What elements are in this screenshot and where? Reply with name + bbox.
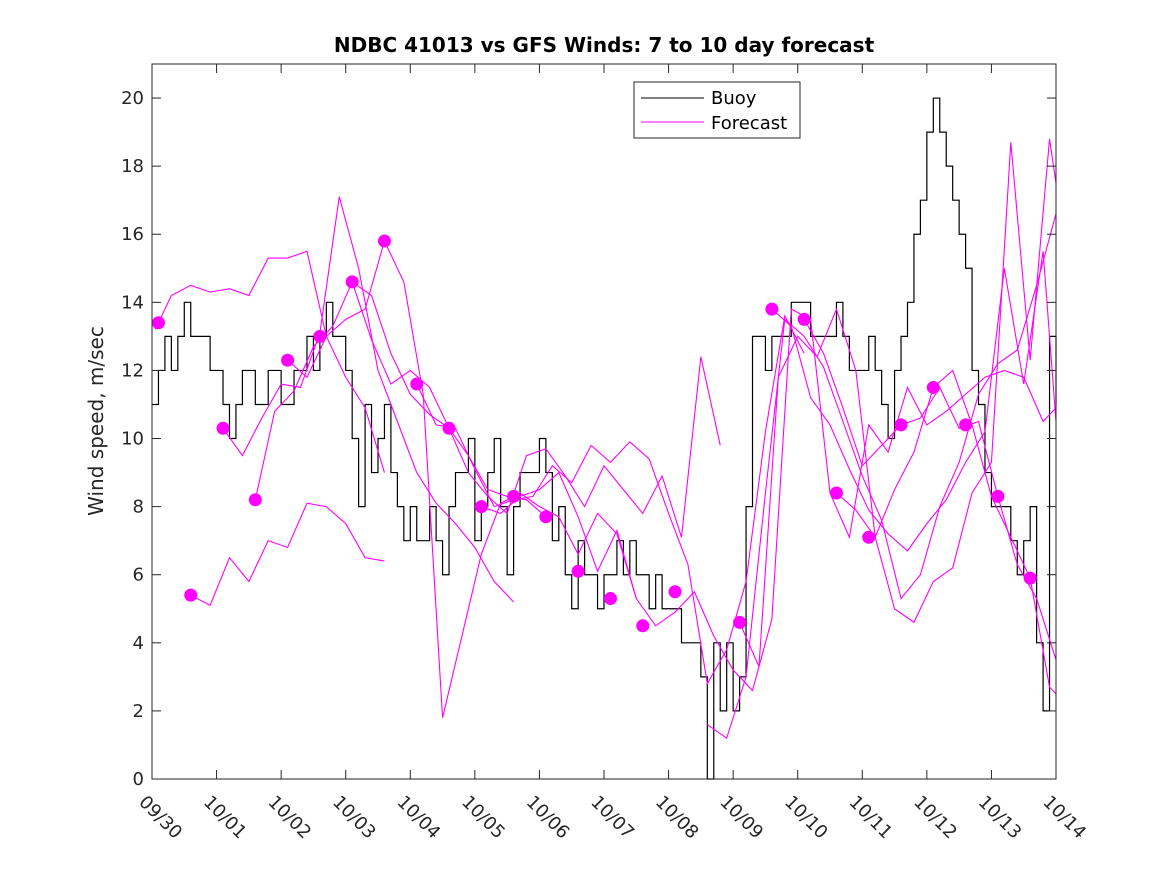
x-tick-label: 10/10 [780, 792, 832, 844]
y-tick-label: 2 [133, 701, 144, 722]
x-tick-label: 09/30 [134, 792, 186, 844]
forecast-point [345, 275, 359, 289]
x-tick-label: 10/05 [457, 792, 509, 844]
legend-forecast-label: Forecast [711, 113, 787, 134]
x-tick-label: 10/09 [716, 792, 768, 844]
forecast-trace-5 [351, 281, 721, 538]
legend-box [633, 81, 801, 139]
y-tick-label: 4 [133, 633, 144, 654]
y-tick-label: 12 [121, 360, 144, 381]
forecast-point [507, 489, 521, 503]
forecast-point [862, 530, 876, 544]
y-axis-label: Wind speed, m/sec [84, 326, 108, 516]
forecast-trace-0 [154, 250, 385, 473]
forecast-trace-3 [254, 281, 547, 518]
forecast-point [797, 312, 811, 326]
forecast-point [1023, 571, 1037, 585]
forecast-point [248, 493, 262, 507]
y-tick-label: 14 [121, 292, 144, 313]
x-tick-label: 10/01 [199, 792, 251, 844]
x-tick-label: 10/14 [1038, 792, 1090, 844]
forecast-point [442, 421, 456, 435]
forecast-point [991, 489, 1005, 503]
y-tick-label: 20 [121, 88, 144, 109]
forecast-trace-1 [190, 502, 385, 607]
y-tick-label: 8 [133, 497, 144, 518]
legend: Buoy Forecast [633, 81, 801, 139]
forecast-trace-7 [481, 308, 1057, 692]
forecast-point [216, 421, 230, 435]
forecast-point [733, 615, 747, 629]
forecast-trace-2 [222, 196, 514, 603]
x-tick-label: 10/04 [393, 792, 445, 844]
forecast-point [765, 302, 779, 316]
x-tick-label: 10/11 [845, 792, 897, 844]
y-tick-label: 6 [133, 565, 144, 586]
y-tick-label: 10 [121, 429, 144, 450]
x-tick-label: 10/08 [651, 792, 703, 844]
y-tick-label: 0 [133, 769, 144, 790]
forecast-point [894, 418, 908, 432]
y-tick-label: 16 [121, 224, 144, 245]
x-tick-label: 10/13 [974, 792, 1026, 844]
forecast-point [926, 380, 940, 394]
y-tick-label: 18 [121, 156, 144, 177]
forecast-point [603, 592, 617, 606]
forecast-trace-6 [416, 314, 805, 686]
forecast-point [281, 353, 295, 367]
x-tick-label: 10/02 [264, 792, 316, 844]
forecast-point [410, 377, 424, 391]
forecast-point [636, 619, 650, 633]
x-tick-label: 10/12 [909, 792, 961, 844]
x-tick-label: 10/03 [328, 792, 380, 844]
forecast-point [313, 329, 327, 343]
forecast-point [829, 486, 843, 500]
forecast-trace-9 [739, 138, 1057, 667]
forecast-point [151, 316, 165, 330]
forecast-point [474, 500, 488, 514]
forecast-point [571, 564, 585, 578]
forecast-point [668, 585, 682, 599]
forecast-point [184, 588, 198, 602]
legend-buoy-label: Buoy [711, 88, 757, 109]
forecast-point [539, 510, 553, 524]
forecast-trace-11 [803, 319, 1057, 660]
x-tick-label: 10/07 [586, 792, 638, 844]
chart-title: NDBC 41013 vs GFS Winds: 7 to 10 day for… [334, 33, 875, 57]
forecast-point [377, 234, 391, 248]
plot-area [152, 64, 1056, 779]
forecast-trace-10 [771, 251, 1057, 552]
forecast-trace-4 [287, 239, 637, 718]
forecast-point [959, 418, 973, 432]
x-tick-label: 10/06 [522, 792, 574, 844]
